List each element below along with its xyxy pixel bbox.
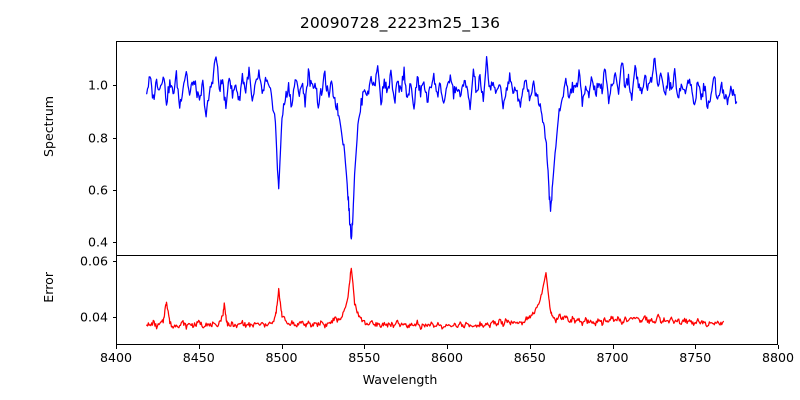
x-tick-mark [529, 345, 531, 349]
error-plot-area [146, 267, 725, 330]
x-tick-mark [612, 345, 614, 349]
spectrum-y-tick-mark [112, 189, 116, 191]
x-tick-mark [364, 345, 366, 349]
x-tick-label: 8650 [513, 350, 546, 365]
spectrum-y-tick-label: 0.8 [87, 130, 108, 146]
spectrum-y-tick-mark [112, 241, 116, 244]
spectrum-y-tick-mark [112, 137, 116, 139]
plot-title: 20090728_2223m25_136 [299, 14, 501, 32]
error-y-tick-label: 0.06 [79, 253, 108, 269]
x-tick-mark [281, 345, 283, 349]
spectrum-ylabel-wrap: Spectrum [38, 96, 58, 161]
error-y-tick-mark [112, 260, 116, 262]
x-tick-label: 8450 [182, 350, 215, 365]
error-y-tick-mark [112, 316, 116, 318]
x-tick-mark [695, 345, 697, 349]
x-tick-label: 8800 [761, 350, 795, 365]
error-ylabel: Error [40, 272, 56, 303]
spectrum-axes [116, 41, 778, 255]
spectrum-y-tick-label: 0.4 [87, 234, 108, 250]
x-tick-label: 8500 [265, 350, 298, 365]
spectrum-y-tick-label: 1.0 [87, 77, 108, 93]
x-tick-mark [198, 345, 200, 349]
spectrum-ylabel: Spectrum [40, 96, 56, 158]
error-data-line [146, 267, 725, 330]
spectrum-data-line [146, 55, 738, 240]
error-ylabel-wrap: Error [38, 272, 58, 307]
x-tick-label: 8750 [679, 350, 712, 365]
x-tick-mark [447, 345, 449, 349]
error-y-tick-label: 0.04 [79, 309, 108, 325]
error-axes [116, 255, 778, 345]
spectrum-y-tick-label: 0.6 [87, 182, 108, 198]
x-tick-label: 8600 [430, 350, 464, 365]
x-axis-label: Wavelength [362, 372, 438, 387]
x-tick-mark [116, 345, 118, 349]
spectrum-y-tick-mark [112, 85, 116, 87]
x-tick-label: 8550 [348, 350, 381, 365]
spectrum-plot-area [146, 55, 738, 240]
x-tick-mark [778, 345, 780, 349]
x-tick-label: 8700 [596, 350, 629, 365]
x-tick-label: 8400 [99, 350, 133, 365]
